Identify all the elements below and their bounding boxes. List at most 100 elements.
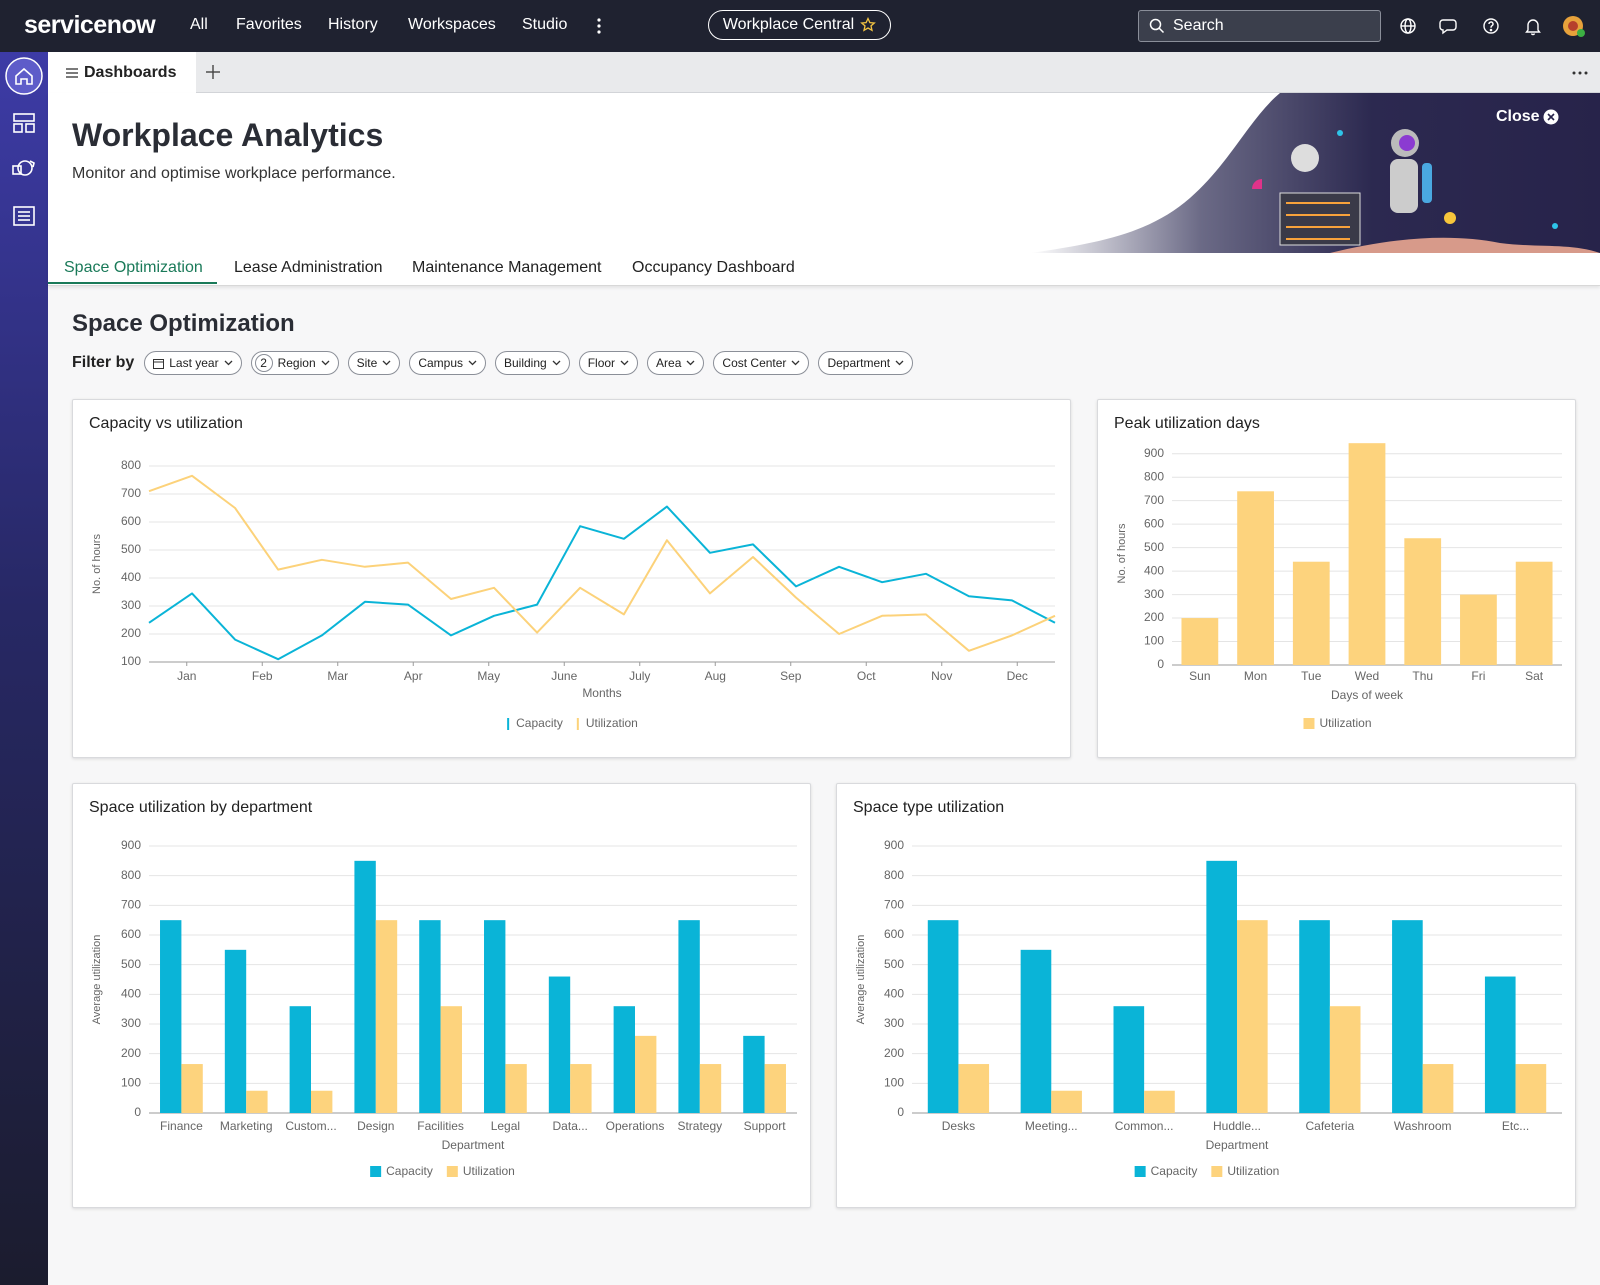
- bar: [1292, 561, 1330, 665]
- x-tick-label: Design: [357, 1119, 394, 1133]
- bar: [505, 1064, 527, 1113]
- filter-chip[interactable]: Last year: [144, 351, 242, 375]
- x-tick-label: Finance: [160, 1119, 203, 1133]
- y-tick-label: 600: [1144, 516, 1164, 530]
- nav-item[interactable]: Studio: [522, 16, 568, 33]
- chevron-icon: [686, 360, 695, 366]
- filter-chip[interactable]: Floor: [578, 351, 639, 375]
- legend-swatch: [446, 1166, 458, 1177]
- y-tick-label: 100: [884, 1076, 904, 1090]
- bar: [1181, 618, 1219, 665]
- avatar[interactable]: [1563, 16, 1585, 37]
- home-icon[interactable]: [5, 57, 43, 95]
- y-tick-label: 300: [121, 1016, 141, 1030]
- y-tick-label: 600: [121, 927, 141, 941]
- chart-title: Peak utilization days: [1114, 415, 1260, 432]
- bar: [1299, 920, 1330, 1113]
- x-tick-label: Sun: [1189, 669, 1210, 683]
- y-tick-label: 600: [884, 927, 904, 941]
- filter-chip[interactable]: Site: [347, 351, 401, 375]
- x-tick-label: Apr: [404, 669, 423, 683]
- calendar-icon: [153, 358, 165, 369]
- nav-item[interactable]: Workspaces: [408, 16, 496, 33]
- legend-swatch: [1134, 1166, 1146, 1177]
- x-tick-label: Common...: [1115, 1119, 1174, 1133]
- bar: [1515, 561, 1553, 665]
- help-icon[interactable]: [1483, 18, 1499, 34]
- nav-item[interactable]: Favorites: [236, 16, 302, 33]
- legend-label: Utilization: [1227, 1164, 1279, 1178]
- more-tabs[interactable]: [1572, 70, 1588, 76]
- close-button[interactable]: Close: [1496, 108, 1559, 126]
- legend: Capacity Utilization: [370, 1164, 515, 1178]
- sidebar: [0, 52, 48, 1285]
- bar: [678, 920, 700, 1113]
- chart-card: Space type utilization 0 100 200 300 400 500 60…: [836, 783, 1576, 1208]
- y-tick-label: 300: [884, 1016, 904, 1030]
- chart-card: Capacity vs utilization 100 200 300 400 500 60…: [72, 399, 1071, 758]
- chevron-icon: [224, 360, 233, 366]
- x-tick-label: Sep: [780, 669, 802, 683]
- workflow-icon[interactable]: [12, 160, 35, 176]
- filter-chip[interactable]: Area: [647, 351, 705, 375]
- y-tick-label: 400: [121, 987, 141, 1001]
- y-tick-label: 200: [884, 1046, 904, 1060]
- nav-item[interactable]: History: [328, 16, 378, 33]
- chart: Space utilization by department 0 100 200 30…: [89, 799, 797, 1178]
- y-tick-label: 700: [884, 898, 904, 912]
- tab[interactable]: Space Optimization: [64, 259, 203, 276]
- page-title: Workplace Analytics: [72, 117, 384, 153]
- bar: [1237, 920, 1268, 1113]
- filter-chip[interactable]: Campus: [409, 351, 486, 375]
- x-tick-label: Meeting...: [1025, 1119, 1078, 1133]
- chat-icon[interactable]: [1439, 19, 1457, 35]
- chevron: [895, 360, 904, 366]
- x-tick-label: Tue: [1301, 669, 1322, 683]
- y-tick-label: 600: [121, 514, 141, 528]
- filter-chip[interactable]: Building: [495, 351, 570, 375]
- chart-title: Space utilization by department: [89, 799, 313, 816]
- add-tab[interactable]: [206, 65, 220, 79]
- more-menu[interactable]: [594, 16, 604, 36]
- chevron-icon: [895, 360, 904, 366]
- bar: [1484, 976, 1516, 1113]
- chevron-icon: [620, 360, 629, 366]
- section-title: Space Optimization: [72, 310, 295, 337]
- chevron-icon: [382, 360, 391, 366]
- bar: [958, 1064, 990, 1113]
- tab[interactable]: Maintenance Management: [412, 259, 602, 276]
- filter-label: Filter by: [72, 354, 135, 371]
- y-tick-label: 100: [121, 654, 141, 668]
- search-icon: [1149, 18, 1165, 34]
- x-tick-label: Operations: [606, 1119, 665, 1133]
- bar: [181, 1064, 203, 1113]
- filter-chip[interactable]: Cost Center: [713, 351, 810, 375]
- bell-icon[interactable]: [1525, 19, 1541, 36]
- tab[interactable]: Occupancy Dashboard: [632, 259, 795, 276]
- globe-icon[interactable]: [1400, 18, 1416, 34]
- y-tick-label: 900: [1144, 446, 1164, 460]
- filter-name: Building: [504, 356, 547, 370]
- star-icon[interactable]: [860, 17, 877, 33]
- filter-chip[interactable]: 2 Region: [250, 351, 339, 375]
- bar: [1422, 1064, 1454, 1113]
- chart-card: Space utilization by department 0 100 200 30…: [72, 783, 811, 1208]
- bar: [419, 920, 441, 1113]
- search-box[interactable]: Search: [1138, 10, 1381, 42]
- nav-item[interactable]: All: [190, 16, 208, 33]
- filter-name: Area: [656, 356, 682, 370]
- workspace-pill[interactable]: Workplace Central: [708, 10, 891, 40]
- y-tick-label: 0: [134, 1105, 141, 1119]
- bar: [927, 920, 959, 1113]
- chart-card: Peak utilization days 0 100 200 300 400 500 600…: [1097, 399, 1576, 758]
- list-icon[interactable]: [13, 206, 35, 226]
- x-tick-label: Jan: [177, 669, 196, 683]
- chevron-icon: [321, 360, 330, 366]
- filter-chip[interactable]: Department: [818, 351, 914, 375]
- calendar-body: [153, 358, 165, 369]
- tab[interactable]: Lease Administration: [234, 259, 383, 276]
- dashboard-icon[interactable]: [13, 113, 35, 133]
- x-axis-label: Department: [442, 1138, 505, 1152]
- dashboards-tab[interactable]: Dashboards: [48, 52, 196, 93]
- logo[interactable]: servicenow: [24, 11, 156, 39]
